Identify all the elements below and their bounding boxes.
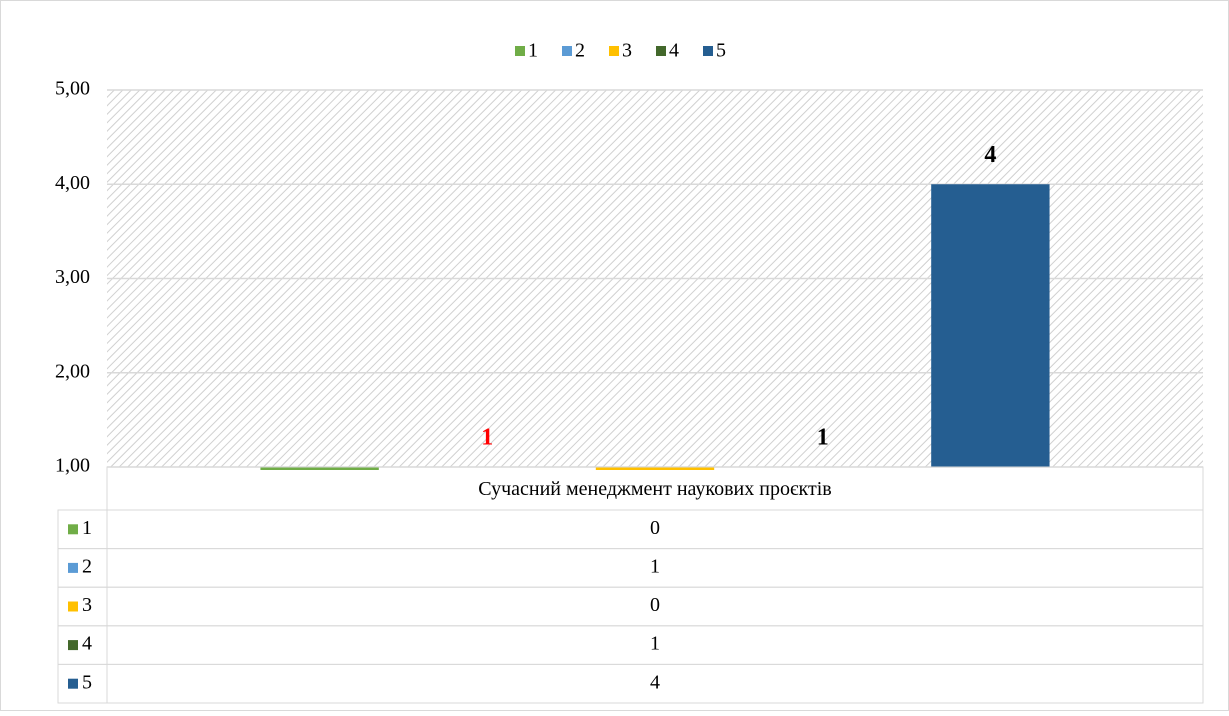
table-value: 0 bbox=[650, 517, 660, 539]
table-legend-key bbox=[68, 524, 78, 535]
legend-key bbox=[656, 46, 666, 56]
legend-label: 5 bbox=[716, 40, 726, 62]
table-value: 4 bbox=[650, 671, 660, 693]
table-series-name: 1 bbox=[82, 517, 92, 539]
table-value: 1 bbox=[650, 555, 660, 577]
table-series-name: 5 bbox=[82, 671, 92, 693]
bar bbox=[931, 184, 1050, 467]
y-tick-label: 3,00 bbox=[55, 266, 90, 288]
legend-label: 1 bbox=[528, 40, 538, 62]
data-label: 1 bbox=[481, 425, 493, 451]
table-value: 1 bbox=[650, 633, 660, 655]
y-tick-label: 4,00 bbox=[55, 172, 90, 194]
table-value: 0 bbox=[650, 594, 660, 616]
data-label: 4 bbox=[984, 142, 996, 168]
table-series-name: 2 bbox=[82, 555, 92, 577]
legend-key bbox=[562, 46, 572, 56]
table-legend-key bbox=[68, 562, 78, 573]
legend-label: 2 bbox=[575, 40, 585, 62]
legend-key bbox=[515, 46, 525, 56]
bar bbox=[595, 467, 715, 470]
y-tick-label: 5,00 bbox=[55, 78, 90, 100]
table-legend-key bbox=[68, 601, 78, 612]
table-legend-key bbox=[68, 640, 78, 651]
bars bbox=[260, 184, 1050, 470]
table-series-name: 3 bbox=[82, 594, 92, 616]
legend-label: 3 bbox=[622, 40, 632, 62]
bar bbox=[260, 467, 379, 470]
legend-key bbox=[703, 46, 713, 56]
y-tick-label: 1,00 bbox=[55, 455, 90, 477]
legend-label: 4 bbox=[669, 40, 679, 62]
table-header: Сучасний менеджмент наукових проєктів bbox=[478, 478, 831, 500]
table-value-cell bbox=[106, 663, 1204, 704]
data-label: 1 bbox=[817, 425, 829, 451]
table-series-name: 4 bbox=[82, 633, 92, 655]
y-tick-label: 2,00 bbox=[55, 360, 90, 382]
legend-key bbox=[609, 46, 619, 56]
table-legend-key bbox=[68, 678, 78, 689]
